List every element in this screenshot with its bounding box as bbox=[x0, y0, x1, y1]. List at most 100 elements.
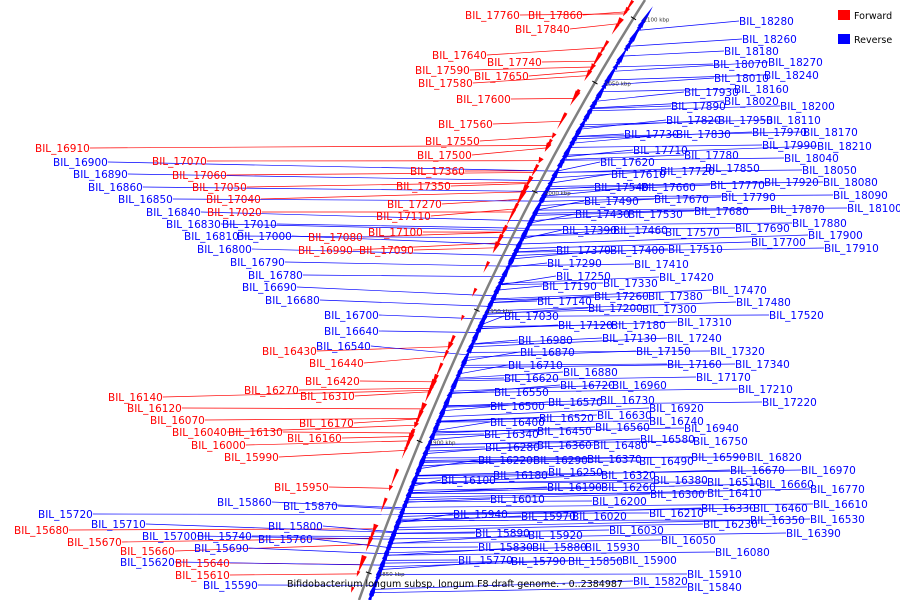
gene-label: BIL_15680 bbox=[14, 525, 69, 537]
gene-label: BIL_17520 bbox=[769, 310, 824, 322]
gene-label: BIL_17560 bbox=[438, 119, 493, 131]
gene-label: BIL_16780 bbox=[248, 270, 303, 282]
gene-label: BIL_16970 bbox=[801, 465, 856, 477]
gene-label: BIL_15790 bbox=[511, 556, 566, 568]
gene-label: BIL_15880 bbox=[532, 542, 587, 554]
gene-label: BIL_16840 bbox=[146, 207, 201, 219]
gene-connector bbox=[570, 24, 619, 29]
gene-label: BIL_16900 bbox=[53, 157, 108, 169]
gene-label: BIL_17650 bbox=[474, 71, 529, 83]
gene-label: BIL_18270 bbox=[768, 57, 823, 69]
gene-label: BIL_17760 bbox=[465, 10, 520, 22]
gene-label: BIL_16330 bbox=[701, 503, 756, 515]
gene-label: BIL_16070 bbox=[150, 415, 205, 427]
gene-label: BIL_16040 bbox=[172, 427, 227, 439]
gene-label: BIL_16450 bbox=[537, 426, 592, 438]
gene-label: BIL_16860 bbox=[88, 182, 143, 194]
forward-gene-glyph bbox=[443, 350, 450, 362]
gene-label: BIL_15800 bbox=[268, 521, 323, 533]
forward-gene-glyph bbox=[483, 261, 490, 273]
gene-label: BIL_17490 bbox=[584, 196, 639, 208]
gene-label: BIL_16440 bbox=[309, 358, 364, 370]
gene-connector bbox=[379, 315, 484, 319]
gene-label: BIL_16230 bbox=[703, 519, 758, 531]
gene-label: BIL_18200 bbox=[780, 101, 835, 113]
gene-label: BIL_15940 bbox=[453, 509, 508, 521]
gene-label: BIL_16250 bbox=[548, 467, 603, 479]
gene-label: BIL_16370 bbox=[587, 454, 642, 466]
gene-label: BIL_17590 bbox=[415, 65, 470, 77]
gene-label: BIL_16850 bbox=[118, 194, 173, 206]
gene-label: BIL_17070 bbox=[152, 156, 207, 168]
gene-label: BIL_16980 bbox=[518, 335, 573, 347]
gene-label: BIL_17210 bbox=[738, 384, 793, 396]
gene-label: BIL_17040 bbox=[206, 194, 261, 206]
legend-forward-swatch bbox=[838, 10, 850, 20]
gene-label: BIL_16790 bbox=[230, 257, 285, 269]
gene-label: BIL_16220 bbox=[478, 455, 533, 467]
gene-label: BIL_15840 bbox=[687, 582, 742, 594]
gene-label: BIL_17410 bbox=[634, 259, 689, 271]
gene-label: BIL_16050 bbox=[661, 535, 716, 547]
gene-label: BIL_15860 bbox=[217, 497, 272, 509]
gene-label: BIL_17480 bbox=[736, 297, 791, 309]
gene-label: BIL_16320 bbox=[601, 470, 656, 482]
gene-label: BIL_17600 bbox=[456, 94, 511, 106]
gene-label: BIL_17430 bbox=[575, 209, 630, 221]
gene-label: BIL_16200 bbox=[592, 496, 647, 508]
gene-label: BIL_18100 bbox=[847, 203, 900, 215]
gene-label: BIL_17880 bbox=[792, 218, 847, 230]
gene-label: BIL_16190 bbox=[547, 482, 602, 494]
gene-connector bbox=[93, 514, 401, 515]
gene-label: BIL_15900 bbox=[622, 555, 677, 567]
gene-label: BIL_17130 bbox=[602, 333, 657, 345]
gene-label: BIL_16500 bbox=[490, 401, 545, 413]
gene-label: BIL_16430 bbox=[262, 346, 317, 358]
gene-connector bbox=[459, 365, 508, 374]
gene-label: BIL_16890 bbox=[73, 169, 128, 181]
legend: Forward Reverse bbox=[838, 10, 892, 46]
forward-gene-glyph bbox=[381, 498, 388, 513]
forward-gene-glyph bbox=[623, 7, 630, 16]
gene-label: BIL_18210 bbox=[817, 141, 872, 153]
gene-label: BIL_16960 bbox=[612, 380, 667, 392]
gene-label: BIL_18260 bbox=[742, 34, 797, 46]
gene-label: BIL_16350 bbox=[750, 515, 805, 527]
gene-label: BIL_16910 bbox=[35, 143, 90, 155]
gene-label: BIL_16260 bbox=[601, 482, 656, 494]
gene-label: BIL_17820 bbox=[666, 115, 721, 127]
gene-connector bbox=[433, 434, 484, 435]
gene-label: BIL_16590 bbox=[691, 452, 746, 464]
forward-gene-glyph bbox=[552, 132, 557, 138]
gene-connector bbox=[320, 300, 490, 306]
gene-label: BIL_16550 bbox=[494, 387, 549, 399]
gene-connector bbox=[303, 275, 504, 277]
gene-label: BIL_17140 bbox=[537, 296, 592, 308]
gene-label: BIL_17000 bbox=[237, 231, 292, 243]
gene-label: BIL_16030 bbox=[609, 525, 664, 537]
gene-label: BIL_16810 bbox=[184, 231, 239, 243]
gene-label: BIL_17700 bbox=[751, 237, 806, 249]
forward-gene-glyph bbox=[558, 114, 567, 128]
gene-label: BIL_16830 bbox=[166, 219, 221, 231]
gene-label: BIL_15990 bbox=[224, 452, 279, 464]
gene-connector bbox=[557, 162, 600, 171]
gene-label: BIL_17270 bbox=[387, 199, 442, 211]
gene-label: BIL_16770 bbox=[810, 484, 865, 496]
gene-connector bbox=[355, 392, 430, 396]
forward-gene-glyph bbox=[539, 157, 544, 164]
gene-label: BIL_17020 bbox=[207, 207, 262, 219]
gene-label: BIL_16380 bbox=[653, 475, 708, 487]
gene-label: BIL_17080 bbox=[308, 232, 363, 244]
gene-label: BIL_16300 bbox=[650, 489, 705, 501]
gene-label: BIL_16560 bbox=[595, 422, 650, 434]
gene-connector bbox=[451, 184, 528, 187]
gene-label: BIL_16460 bbox=[753, 503, 808, 515]
gene-label: BIL_17200 bbox=[588, 303, 643, 315]
gene-label: BIL_15720 bbox=[38, 509, 93, 521]
gene-connector bbox=[497, 286, 542, 290]
gene-connector bbox=[392, 533, 786, 539]
gene-label: BIL_18020 bbox=[724, 96, 779, 108]
gene-label: BIL_17780 bbox=[684, 150, 739, 162]
